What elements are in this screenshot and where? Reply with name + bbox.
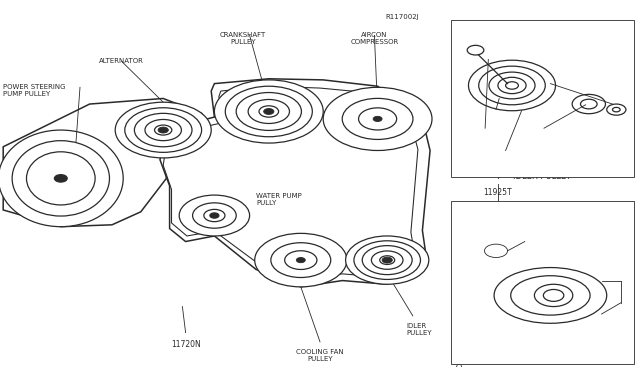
Text: 11925T: 11925T xyxy=(484,187,512,197)
Circle shape xyxy=(373,116,382,122)
Text: 11930V: 11930V xyxy=(547,91,572,97)
Circle shape xyxy=(204,209,225,222)
Circle shape xyxy=(612,108,620,112)
Circle shape xyxy=(214,80,323,143)
Ellipse shape xyxy=(543,289,564,301)
Bar xyxy=(451,201,634,364)
Text: AIRCON
COMPRESSOR: AIRCON COMPRESSOR xyxy=(350,32,399,45)
Text: Ⓑ 091B8-8251A
(3): Ⓑ 091B8-8251A (3) xyxy=(474,232,522,244)
Circle shape xyxy=(210,213,219,218)
Circle shape xyxy=(236,93,301,131)
Circle shape xyxy=(193,203,236,228)
Polygon shape xyxy=(160,79,430,287)
Circle shape xyxy=(264,109,274,115)
Circle shape xyxy=(479,66,545,105)
Circle shape xyxy=(259,106,278,117)
Text: IDLER PULLEY: IDLER PULLEY xyxy=(513,172,572,181)
Circle shape xyxy=(271,243,331,278)
Circle shape xyxy=(354,241,420,279)
Circle shape xyxy=(506,82,518,89)
Text: IDLER
PULLEY: IDLER PULLEY xyxy=(406,323,432,336)
Ellipse shape xyxy=(26,152,95,205)
Circle shape xyxy=(158,127,168,133)
Circle shape xyxy=(145,119,182,141)
Text: 11720N: 11720N xyxy=(171,340,200,349)
Ellipse shape xyxy=(484,244,508,257)
Circle shape xyxy=(115,102,211,158)
Circle shape xyxy=(580,99,597,109)
Circle shape xyxy=(54,174,67,182)
Circle shape xyxy=(467,45,484,55)
Text: COOLING FAN
PULLEY: COOLING FAN PULLEY xyxy=(296,349,344,362)
Polygon shape xyxy=(3,99,208,227)
Circle shape xyxy=(358,108,397,130)
Circle shape xyxy=(248,99,289,124)
Text: 11927Y: 11927Y xyxy=(509,158,534,164)
Ellipse shape xyxy=(494,267,607,323)
Text: ALTERNATOR: ALTERNATOR xyxy=(99,58,144,64)
Ellipse shape xyxy=(511,276,590,315)
Circle shape xyxy=(380,256,395,264)
Text: POWER STEERING
PUMP PULLEY: POWER STEERING PUMP PULLEY xyxy=(3,84,66,97)
Ellipse shape xyxy=(534,284,573,307)
Circle shape xyxy=(255,233,347,287)
Circle shape xyxy=(346,236,429,284)
Circle shape xyxy=(371,251,403,269)
Circle shape xyxy=(572,94,605,114)
Text: 11929V: 11929V xyxy=(470,117,495,123)
Circle shape xyxy=(489,72,535,99)
Circle shape xyxy=(323,87,432,151)
Circle shape xyxy=(382,257,392,263)
Text: CRANKSHAFT
PULLEY: CRANKSHAFT PULLEY xyxy=(220,32,266,45)
Text: A: A xyxy=(456,360,463,369)
Circle shape xyxy=(285,251,317,269)
Circle shape xyxy=(468,60,556,111)
Text: 11932P: 11932P xyxy=(541,136,566,142)
Text: 11928P: 11928P xyxy=(456,136,481,142)
Circle shape xyxy=(125,108,202,153)
Text: A: A xyxy=(218,230,223,236)
Circle shape xyxy=(498,77,526,94)
Circle shape xyxy=(607,104,626,115)
Circle shape xyxy=(296,257,305,263)
Circle shape xyxy=(155,125,172,135)
Text: WATER PUMP
PULLY: WATER PUMP PULLY xyxy=(256,193,301,206)
Ellipse shape xyxy=(12,141,109,216)
Bar xyxy=(451,20,634,176)
Circle shape xyxy=(179,195,250,236)
Text: R117002J: R117002J xyxy=(385,14,419,20)
Circle shape xyxy=(225,86,312,137)
Circle shape xyxy=(342,98,413,140)
Ellipse shape xyxy=(0,130,123,227)
Text: 11955: 11955 xyxy=(545,355,569,364)
Circle shape xyxy=(362,246,412,275)
Circle shape xyxy=(134,113,192,147)
